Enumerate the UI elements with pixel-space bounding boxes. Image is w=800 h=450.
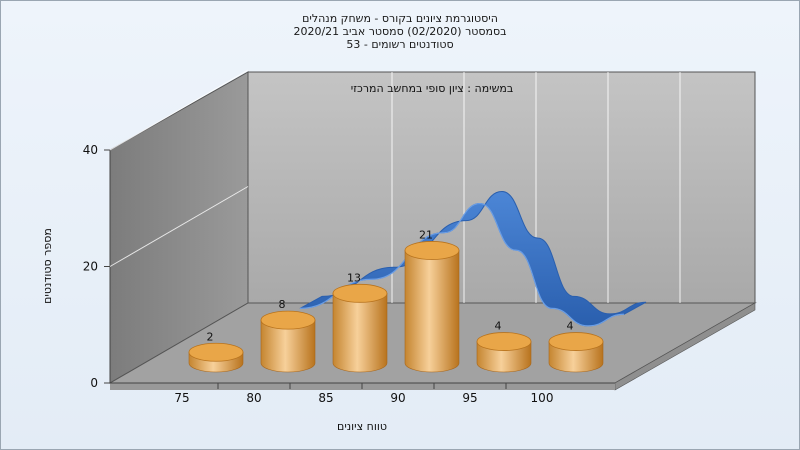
x-axis-label: טווח ציונים [337,420,387,433]
bar: 13 [332,271,388,373]
x-tick-label: 90 [390,391,405,405]
bar-top [476,332,532,351]
y-axis-label: מספר סטודנטים [41,228,54,304]
bar-data-label: 21 [419,228,433,241]
x-tick-label: 85 [318,391,333,405]
bar-top [332,283,388,303]
x-tick-label: 100 [531,391,554,405]
bar-body [332,293,388,373]
bars: 2 8 13 21 4 4 [188,228,604,373]
x-tick-label: 75 [174,391,189,405]
y-tick-label: 20 [83,260,98,274]
bar: 4 [476,320,532,373]
bar: 2 [188,330,244,373]
x-tick-label: 95 [462,391,477,405]
x-tick-label: 80 [246,391,261,405]
bar-data-label: 4 [495,320,502,333]
x-axis-ticks: 75 80 85 90 95 100 [174,383,553,405]
bar-top [260,310,316,330]
y-tick-label: 0 [90,376,98,390]
side-wall-gridline [109,186,249,267]
curve-line [299,202,625,327]
bar-top [548,332,604,351]
title-line-1: היסטוגרמת ציונים בקורס - משחק מנהלים [302,12,498,25]
y-axis-ticks: 0 20 40 [83,69,249,390]
bar-body [260,319,316,373]
bar-top [188,342,244,362]
bar-data-label: 2 [207,330,214,343]
chart-subtitle: במשימה : ציון סופי במחשב המרכזי [351,82,514,95]
chart-title: היסטוגרמת ציונים בקורס - משחק מנהלים בסמ… [293,12,506,51]
title-line-3: סטודנטים רשומים - 53 [346,38,453,51]
side-wall-gridline [109,69,249,151]
title-line-2: בסמסטר (02/2020) סמסטר אביב 2020/21 [293,25,506,38]
bar-data-label: 4 [567,320,574,333]
bar: 4 [548,320,604,373]
bar: 8 [260,298,316,373]
bar-top [404,241,460,260]
chart-back-wall [247,71,756,304]
distribution-curve [299,191,647,327]
bar: 21 [404,228,460,373]
bar-data-label: 8 [279,298,286,311]
y-tick-label: 40 [83,143,98,157]
bar-data-label: 13 [347,271,361,284]
bar-body [404,250,460,373]
